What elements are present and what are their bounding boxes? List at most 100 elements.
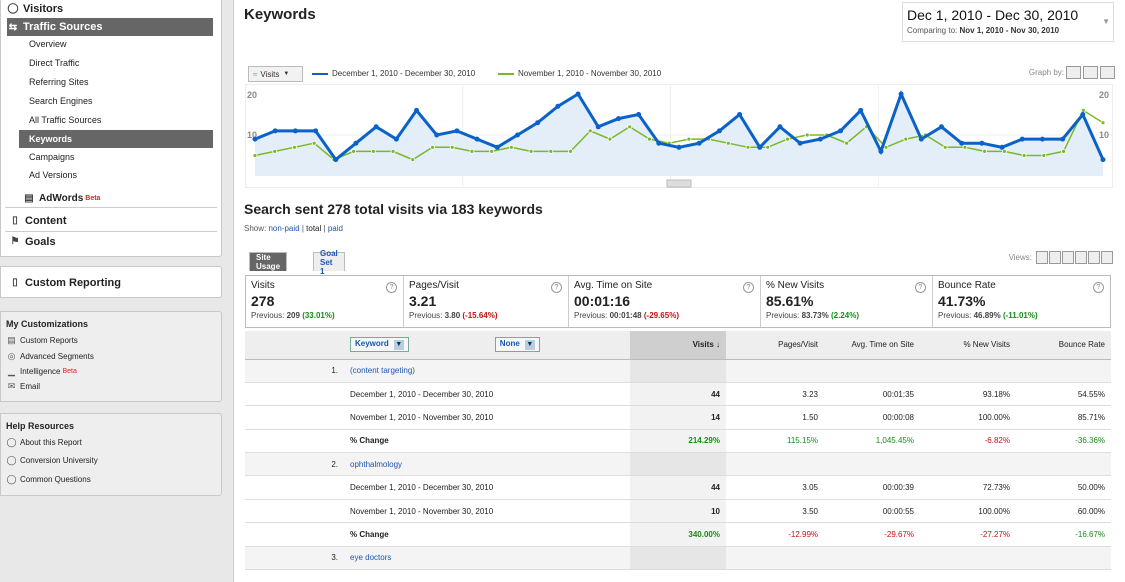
data-point[interactable]	[883, 144, 889, 150]
data-point[interactable]	[390, 149, 396, 154]
data-point[interactable]	[962, 144, 968, 150]
data-point[interactable]	[252, 153, 258, 158]
data-point[interactable]	[844, 140, 850, 146]
nav-item-campaigns[interactable]: Campaigns	[29, 152, 75, 162]
data-point[interactable]	[647, 136, 652, 142]
data-point[interactable]	[528, 149, 534, 154]
data-point[interactable]	[785, 136, 790, 142]
nav-item-search-engines[interactable]: Search Engines	[29, 96, 93, 106]
data-point[interactable]	[656, 140, 662, 146]
data-point[interactable]	[765, 144, 771, 150]
data-point[interactable]	[353, 140, 359, 146]
view-table-button[interactable]	[1036, 251, 1048, 264]
date-range-picker[interactable]: Dec 1, 2010 - Dec 30, 2010 Comparing to:…	[902, 2, 1114, 42]
view-comparison-button[interactable]	[1075, 251, 1087, 264]
data-point[interactable]	[508, 144, 514, 150]
data-point[interactable]	[469, 149, 475, 154]
data-point[interactable]	[1100, 157, 1106, 163]
col-bounce-rate[interactable]: Bounce Rate	[1016, 331, 1111, 360]
view-bar-button[interactable]	[1062, 251, 1074, 264]
data-point[interactable]	[757, 144, 763, 150]
data-point[interactable]	[898, 91, 904, 97]
data-point[interactable]	[627, 124, 633, 130]
graph-by-week-button[interactable]	[1083, 66, 1098, 79]
nav-item-all-traffic-sources[interactable]: All Traffic Sources	[29, 115, 102, 125]
data-point[interactable]	[1039, 136, 1045, 142]
data-point[interactable]	[474, 136, 480, 142]
data-point[interactable]	[333, 157, 339, 163]
data-point[interactable]	[676, 144, 682, 150]
data-point[interactable]	[918, 136, 924, 142]
data-point[interactable]	[745, 144, 751, 150]
data-point[interactable]	[636, 112, 642, 117]
conversion-university-link[interactable]: ◯ Conversion University	[6, 455, 98, 465]
nav-content[interactable]: ▯ Content	[9, 211, 221, 230]
data-point[interactable]	[494, 144, 500, 150]
col-avg-time[interactable]: Avg. Time on Site	[824, 331, 920, 360]
data-point[interactable]	[587, 128, 593, 134]
data-point[interactable]	[414, 107, 420, 113]
nav-item-overview[interactable]: Overview	[29, 39, 67, 49]
data-point[interactable]	[370, 149, 376, 154]
data-point[interactable]	[942, 144, 948, 150]
data-point[interactable]	[1080, 112, 1086, 117]
help-icon[interactable]: ?	[1093, 282, 1104, 293]
data-point[interactable]	[575, 91, 581, 97]
data-point[interactable]	[514, 132, 520, 138]
data-point[interactable]	[1100, 120, 1106, 126]
data-point[interactable]	[858, 107, 864, 113]
custom-reports-link[interactable]: ▤ Custom Reports	[7, 335, 78, 345]
data-point[interactable]	[878, 148, 884, 154]
nav-goals[interactable]: ⚑ Goals	[10, 235, 56, 248]
data-point[interactable]	[393, 136, 399, 142]
data-point[interactable]	[1080, 107, 1086, 113]
help-icon[interactable]: ?	[386, 282, 397, 293]
data-point[interactable]	[1041, 153, 1047, 158]
data-point[interactable]	[607, 136, 613, 142]
non-paid-link[interactable]: non-paid	[268, 224, 300, 233]
help-icon[interactable]: ?	[915, 282, 926, 293]
nav-item-ad-versions[interactable]: Ad Versions	[29, 170, 78, 180]
data-point[interactable]	[430, 144, 435, 150]
col-pages-visit[interactable]: Pages/Visit	[726, 331, 824, 360]
nav-adwords[interactable]: ▤ AdWords Beta	[24, 193, 101, 204]
data-point[interactable]	[351, 149, 357, 154]
view-pivot-button[interactable]	[1088, 251, 1100, 264]
data-point[interactable]	[979, 140, 985, 146]
data-point[interactable]	[595, 124, 601, 130]
keyword-link[interactable]: (content targeting)	[350, 366, 415, 376]
data-point[interactable]	[737, 112, 743, 117]
data-point[interactable]	[1021, 153, 1027, 158]
data-point[interactable]	[686, 136, 692, 142]
data-point[interactable]	[797, 140, 803, 146]
graph-by-day-button[interactable]	[1066, 66, 1081, 79]
data-point[interactable]	[716, 128, 722, 134]
data-point[interactable]	[1001, 149, 1007, 154]
data-point[interactable]	[454, 128, 460, 134]
data-point[interactable]	[903, 136, 909, 142]
data-point[interactable]	[292, 128, 298, 134]
data-point[interactable]	[548, 149, 554, 154]
data-point[interactable]	[804, 132, 810, 138]
tab-site-usage[interactable]: Site Usage	[249, 252, 287, 271]
nav-visitors[interactable]: ◯ Visitors	[7, 2, 64, 15]
about-report-link[interactable]: ◯ About this Report	[6, 437, 82, 447]
data-point[interactable]	[959, 140, 965, 146]
email-link[interactable]: ✉ Email	[7, 381, 41, 391]
col-new-visits[interactable]: % New Visits	[920, 331, 1016, 360]
nav-item-keywords[interactable]: Keywords	[19, 130, 213, 148]
data-point[interactable]	[1019, 136, 1025, 142]
paid-link[interactable]: paid	[327, 224, 343, 233]
data-point[interactable]	[725, 140, 731, 146]
data-point[interactable]	[434, 132, 440, 138]
data-point[interactable]	[1060, 136, 1066, 142]
data-point[interactable]	[535, 120, 541, 126]
data-point[interactable]	[696, 140, 702, 146]
keyword-link[interactable]: ophthalmology	[350, 459, 403, 469]
custom-reporting-box[interactable]: ▯ Custom Reporting	[0, 266, 222, 298]
data-point[interactable]	[1061, 149, 1066, 154]
data-point[interactable]	[272, 128, 278, 134]
data-point[interactable]	[449, 144, 455, 150]
view-pie-button[interactable]	[1049, 251, 1061, 264]
data-point[interactable]	[982, 149, 988, 154]
